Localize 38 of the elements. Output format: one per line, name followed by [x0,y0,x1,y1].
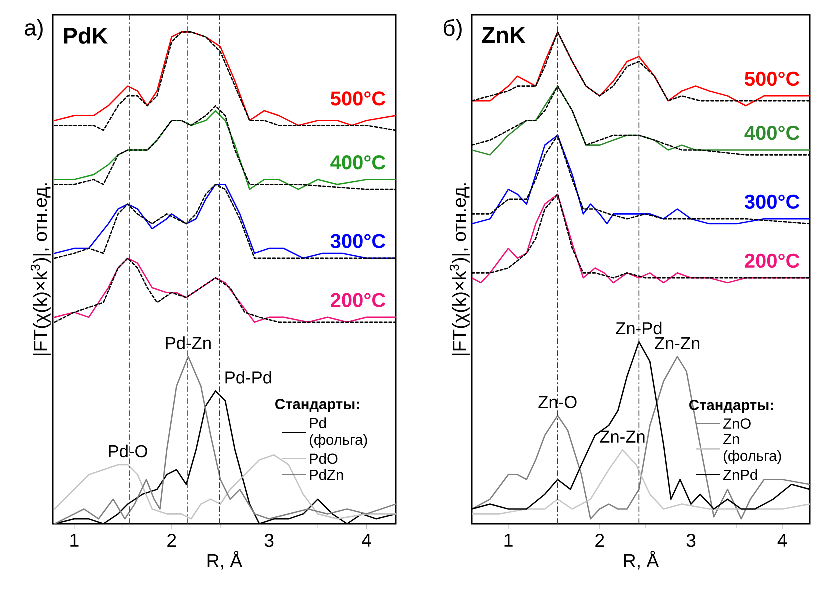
x-tick-label: 2 [596,534,604,548]
legend-label: PdO [310,453,338,464]
legend-label: Pd (фольга) [310,418,368,448]
x-axis-title: R, Å [624,551,660,570]
y-axis-title: |FT(χ(k)×k$^{3}$)|, отн.ед. [450,184,470,356]
series-label: 400°C [330,156,386,170]
series-label: 300°C [744,194,800,210]
legend-label: Zn (фольга) [724,434,782,464]
y-axis-title: |FT(χ(k)×k$^{3}$)|, отн.ед. [30,184,51,356]
annotation: Pd-Zn [166,336,211,350]
series-label: 500°C [745,72,800,86]
legend-label: ZnPd [724,469,758,480]
x-axis-title: R, Å [208,551,243,570]
annotation: Pd-Pd [226,371,272,384]
chart-title: б) [444,19,462,41]
x-tick-label: 2 [168,534,176,548]
x-tick-label: 4 [362,534,372,547]
annotation: PdK [64,27,108,44]
series-label: 400°C [744,126,800,140]
x-tick-label: 3 [264,534,274,548]
annotation: Pd-O [109,444,148,458]
x-tick-label: 1 [70,534,79,547]
x-tick-label: 3 [686,534,696,548]
series-label: 500°C [330,92,386,106]
annotation: Zn-Zn [654,337,700,350]
series-label: 200°C [745,254,800,268]
series-label: 200°C [331,293,386,308]
legend-title: Стандарты: [690,400,774,414]
legend-label: ZnO [724,418,751,429]
legend-title: Стандарты: [276,399,360,412]
x-tick-label: 1 [504,534,513,547]
series-label: 300°C [330,234,386,248]
annotation: ZnK [482,27,526,43]
chart-title: а) [25,19,43,40]
annotation: Zn-Pd [616,322,662,335]
legend-label: PdZn [310,469,344,480]
annotation: Zn-O [538,396,577,408]
x-tick-label: 4 [778,534,788,547]
